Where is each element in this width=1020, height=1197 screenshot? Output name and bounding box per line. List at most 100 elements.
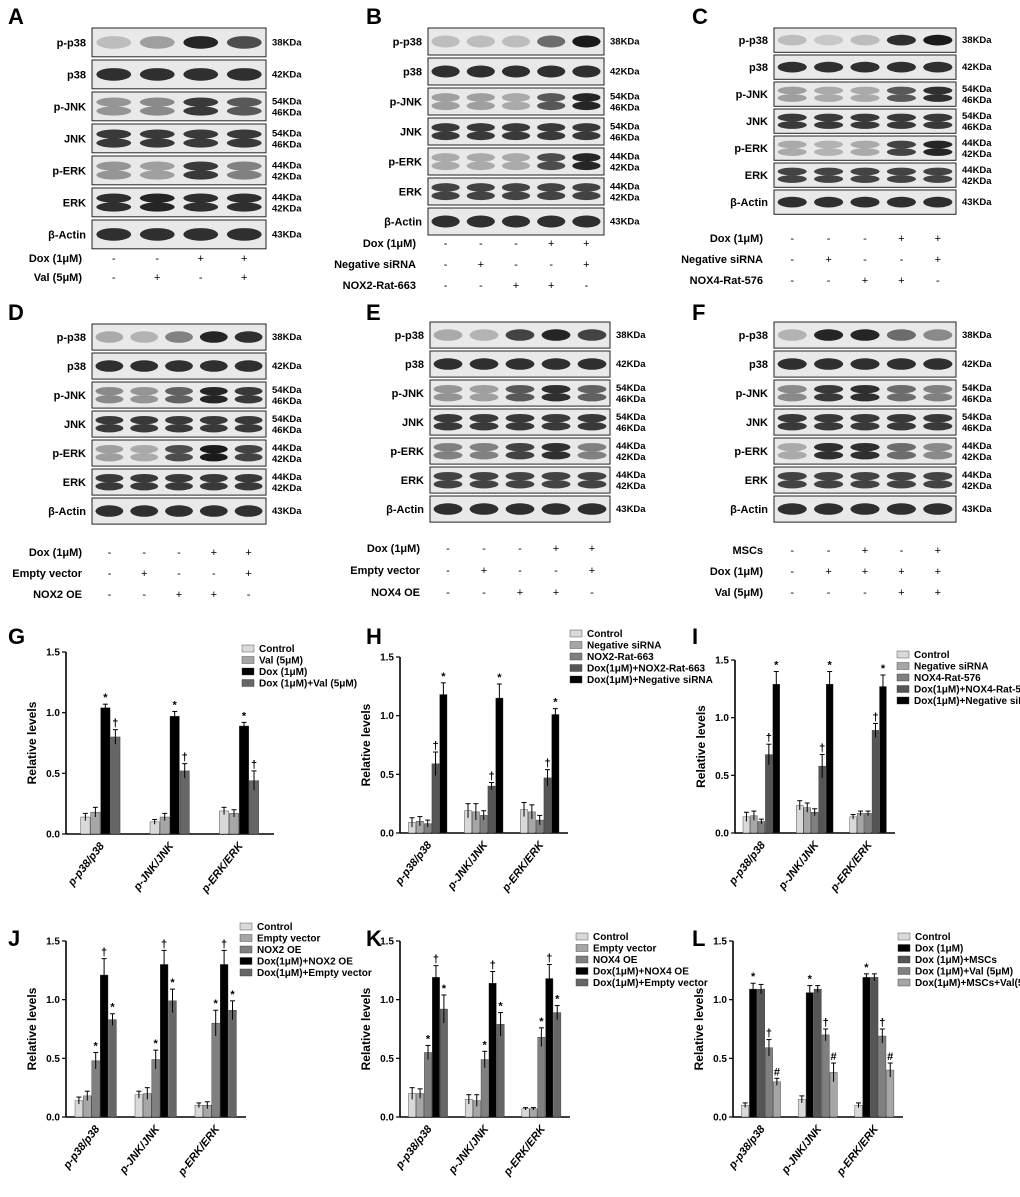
band	[886, 442, 916, 452]
band	[541, 358, 571, 370]
band	[130, 395, 159, 404]
y-tick-label: 0.5	[713, 1054, 727, 1065]
band	[234, 360, 263, 372]
band	[777, 86, 807, 95]
panel-label-f: F	[692, 300, 705, 325]
band	[165, 331, 193, 343]
kda-label: 38KDa	[616, 330, 646, 341]
y-tick-label: 0.5	[46, 1054, 60, 1065]
blot-strip	[91, 410, 267, 438]
treatment-sign: -	[790, 254, 794, 266]
band	[850, 94, 880, 102]
band	[183, 138, 219, 148]
band	[183, 170, 219, 180]
significance-mark: *	[214, 998, 219, 1010]
bar	[813, 988, 822, 1118]
band	[469, 358, 499, 370]
band	[433, 422, 463, 431]
band	[226, 68, 262, 81]
band	[777, 358, 807, 370]
band	[886, 471, 916, 481]
band	[814, 358, 844, 370]
legend-swatch	[569, 675, 583, 684]
bar	[521, 1108, 530, 1118]
band	[537, 215, 566, 228]
band	[886, 413, 916, 423]
treatment-row: Empty vector - + - - +	[350, 565, 595, 577]
band	[577, 393, 607, 402]
band	[96, 161, 132, 171]
treatment-sign: +	[825, 254, 831, 266]
treatment-sign: +	[935, 587, 941, 599]
legend-label: NOX4-Rat-576	[914, 673, 981, 684]
legend-swatch	[569, 664, 583, 672]
category-label: p-p38/p38	[393, 1123, 435, 1172]
band	[183, 202, 219, 212]
kda-label: 44KDa	[272, 472, 302, 483]
legend-label: Dox(1μM)+Empty vector	[593, 978, 708, 989]
kda-label: 42KDa	[272, 483, 302, 494]
band	[886, 140, 916, 149]
kda-label: 44KDa	[616, 441, 646, 452]
kda-label: 42KDa	[610, 163, 640, 174]
bar	[864, 813, 872, 834]
kda-label: 54KDa	[610, 92, 640, 103]
treatment-sign: -	[827, 587, 831, 599]
treatment-sign: -	[827, 233, 831, 245]
treatment-sign: +	[478, 259, 484, 271]
panel-label-i: I	[692, 624, 698, 649]
treatment-sign: -	[936, 275, 940, 287]
significance-mark: *	[230, 989, 235, 1001]
legend-label: Control	[257, 922, 293, 933]
band	[777, 413, 807, 423]
treatment-sign: -	[112, 272, 116, 284]
band	[199, 415, 228, 425]
category-label: p-ERK/ERK	[199, 840, 247, 896]
treatment-row: Dox (1μM) - - + +	[29, 253, 248, 265]
band	[850, 413, 880, 423]
y-tick-label: 1.0	[46, 708, 60, 719]
band	[505, 329, 535, 341]
band	[850, 140, 880, 149]
treatment-sign: -	[900, 254, 904, 266]
bar	[537, 1037, 546, 1118]
band	[469, 480, 499, 489]
legend-swatch	[896, 685, 910, 693]
treatment-sign: -	[444, 259, 448, 271]
treatment-sign: -	[790, 566, 794, 578]
treatment-sign: +	[583, 259, 589, 271]
legend-label: Dox (1μM)	[259, 667, 307, 678]
treatment-row: Val (5μM) - - - + +	[715, 587, 941, 599]
treatment-label: NOX2 OE	[33, 589, 82, 601]
treatment-sign: -	[112, 253, 116, 265]
blot-strip	[91, 187, 267, 218]
treatment-sign: -	[790, 275, 794, 287]
band	[199, 453, 228, 462]
band	[505, 480, 535, 489]
band	[541, 393, 571, 402]
legend-swatch	[241, 656, 255, 664]
treatment-row: MSCs - - + - +	[732, 545, 941, 557]
kda-label: 44KDa	[962, 165, 992, 176]
band	[505, 422, 535, 431]
bar	[871, 730, 880, 834]
blot-row-p-p38: p-p38 38KDa	[739, 321, 992, 349]
band	[850, 451, 880, 460]
band	[814, 121, 844, 129]
legend-swatch	[897, 932, 911, 941]
treatment-row: NOX4 OE - - + + -	[371, 587, 594, 599]
y-tick-label: 1.5	[715, 656, 729, 667]
band	[95, 360, 124, 372]
band	[923, 503, 953, 515]
y-tick-label: 1.5	[380, 653, 394, 664]
band	[923, 113, 953, 122]
band	[777, 167, 807, 176]
